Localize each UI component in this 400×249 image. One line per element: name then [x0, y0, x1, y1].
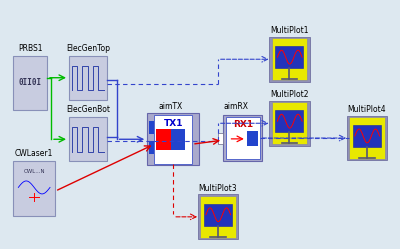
FancyBboxPatch shape: [198, 194, 238, 239]
FancyBboxPatch shape: [147, 113, 199, 165]
FancyBboxPatch shape: [218, 133, 224, 144]
FancyBboxPatch shape: [276, 110, 303, 132]
Text: CWLaser1: CWLaser1: [15, 149, 53, 158]
FancyBboxPatch shape: [272, 102, 307, 144]
FancyBboxPatch shape: [346, 116, 387, 160]
Text: MultiPlot2: MultiPlot2: [270, 90, 309, 99]
FancyBboxPatch shape: [156, 129, 172, 150]
Text: aimTX: aimTX: [158, 102, 182, 111]
FancyBboxPatch shape: [226, 117, 260, 159]
FancyBboxPatch shape: [149, 140, 154, 154]
Text: RX1: RX1: [233, 120, 253, 129]
FancyBboxPatch shape: [269, 37, 310, 82]
FancyBboxPatch shape: [13, 161, 55, 216]
FancyBboxPatch shape: [269, 101, 310, 146]
FancyBboxPatch shape: [69, 56, 107, 100]
FancyBboxPatch shape: [247, 131, 258, 146]
FancyBboxPatch shape: [272, 38, 307, 80]
FancyBboxPatch shape: [204, 204, 232, 226]
Text: MultiPlot4: MultiPlot4: [348, 105, 386, 114]
Text: PRBS1: PRBS1: [18, 44, 42, 53]
FancyBboxPatch shape: [349, 117, 385, 159]
FancyBboxPatch shape: [200, 196, 236, 238]
Text: CWL...N: CWL...N: [23, 169, 45, 174]
FancyBboxPatch shape: [149, 121, 154, 134]
Text: 0II0I: 0II0I: [19, 78, 42, 87]
Text: ElecGenTop: ElecGenTop: [66, 44, 110, 53]
Text: MultiPlot1: MultiPlot1: [270, 26, 309, 35]
FancyBboxPatch shape: [276, 46, 303, 68]
FancyBboxPatch shape: [13, 56, 47, 110]
Text: MultiPlot3: MultiPlot3: [198, 184, 237, 193]
Text: TX1: TX1: [164, 119, 183, 128]
FancyBboxPatch shape: [154, 115, 192, 164]
FancyBboxPatch shape: [69, 117, 107, 161]
FancyBboxPatch shape: [171, 129, 185, 150]
Text: ElecGenBot: ElecGenBot: [66, 105, 110, 114]
Text: aimRX: aimRX: [223, 102, 248, 111]
FancyBboxPatch shape: [353, 125, 381, 147]
FancyBboxPatch shape: [223, 115, 262, 161]
